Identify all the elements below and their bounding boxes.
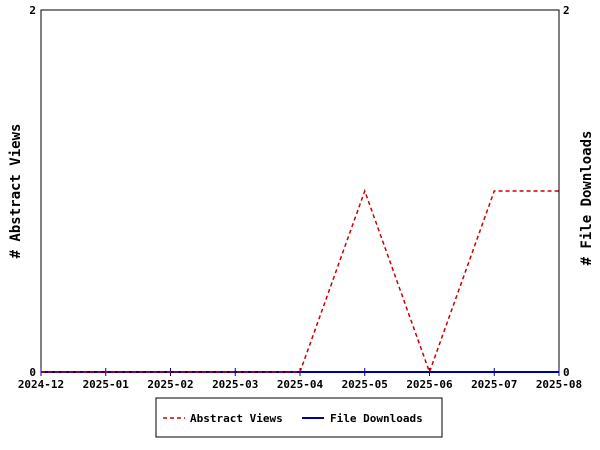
- plot-frame: [40, 9, 560, 373]
- x-tick-label: 2025-08: [536, 378, 582, 391]
- y2-tick-label-bottom: 0: [563, 366, 570, 379]
- legend-box: [155, 397, 443, 438]
- x-tick-label: 2025-04: [277, 378, 324, 391]
- series-layer: [41, 188, 559, 375]
- x-tick-label: 2024-12: [18, 378, 64, 391]
- y-tick-label-bottom: 0: [29, 366, 36, 379]
- x-tick-label: 2025-02: [147, 378, 193, 391]
- y-tick-label-top: 2: [29, 4, 36, 17]
- y-axis-title: # Abstract Views: [8, 124, 24, 259]
- x-axis-ticks: 2024-12 2025-01 2025-02 2025-03 2025-04 2025-…: [18, 368, 582, 391]
- x-tick-label: 2025-05: [342, 378, 388, 391]
- y2-axis-title: # File Downloads: [579, 131, 595, 266]
- x-tick-label: 2025-07: [471, 378, 517, 391]
- legend: Abstract Views File Downloads: [155, 397, 443, 438]
- legend-label-abstract-views: Abstract Views: [190, 412, 283, 425]
- x-tick-label: 2025-03: [212, 378, 258, 391]
- series-line-abstract-views: [41, 188, 559, 375]
- legend-label-file-downloads: File Downloads: [330, 412, 423, 425]
- x-tick-label: 2025-06: [406, 378, 453, 391]
- x-tick-label: 2025-01: [83, 378, 130, 391]
- y2-tick-label-top: 2: [563, 4, 570, 17]
